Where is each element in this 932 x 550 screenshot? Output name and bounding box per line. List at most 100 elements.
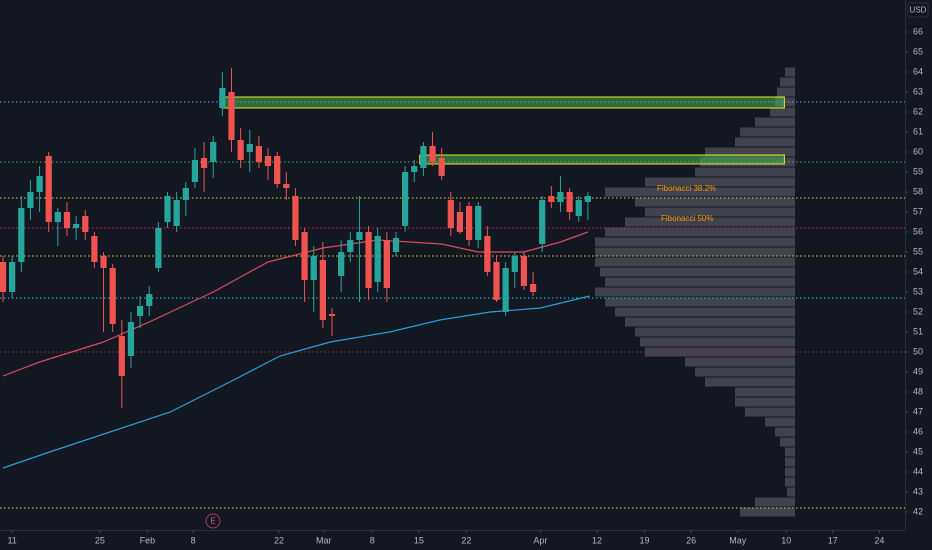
y-tick-label: 49 <box>913 366 923 376</box>
candle-body <box>36 176 43 192</box>
x-tick-label: Mar <box>316 535 332 545</box>
x-tick-label: 11 <box>7 535 16 545</box>
y-tick-label: 57 <box>913 206 923 216</box>
x-tick-label: May <box>729 535 747 545</box>
candle-body <box>465 206 473 240</box>
candle-body <box>18 208 25 262</box>
volume-profile-bar <box>695 367 795 377</box>
y-tick-label: 58 <box>913 186 923 196</box>
candle-body <box>118 336 125 376</box>
volume-profile-bar <box>605 277 795 287</box>
candle-body <box>557 192 564 202</box>
earnings-marker: E <box>210 517 215 526</box>
volume-profile-bar <box>625 317 795 327</box>
candle-body <box>246 144 253 152</box>
volume-profile-bar <box>645 207 795 217</box>
volume-profile-bar <box>780 437 795 447</box>
y-tick-label: 51 <box>913 326 923 336</box>
candle-body <box>237 140 244 160</box>
candle-body <box>274 156 281 184</box>
candle-body <box>264 156 272 166</box>
zone <box>419 154 785 165</box>
y-tick-label: 50 <box>913 346 923 356</box>
x-tick-label: 19 <box>640 535 650 545</box>
candle-body <box>0 262 7 292</box>
y-tick-label: 60 <box>913 146 923 156</box>
candle-body <box>392 238 400 252</box>
candle-body <box>292 196 299 240</box>
candle-body <box>255 146 263 162</box>
y-tick-label: 44 <box>913 466 923 476</box>
y-tick-label: 52 <box>913 306 923 316</box>
x-tick-label: 8 <box>370 535 375 545</box>
candle-body <box>420 146 427 168</box>
volume-profile-bar <box>595 287 795 297</box>
candle-body <box>155 228 162 268</box>
candle-body <box>91 236 98 262</box>
volume-profile-bar <box>600 267 795 277</box>
volume-profile-bar <box>635 197 795 207</box>
volume-profile-bar <box>780 77 795 87</box>
candle-body <box>200 158 208 168</box>
x-tick-label: Apr <box>533 535 547 545</box>
volume-profile-bar <box>755 497 795 507</box>
candle-body <box>493 262 500 300</box>
candle-body <box>164 196 171 222</box>
candle-body <box>511 256 518 272</box>
x-tick-label: 10 <box>781 535 791 545</box>
volume-profile-bar <box>705 377 795 387</box>
candle-body <box>456 212 464 232</box>
volume-profile-bar <box>705 147 795 157</box>
x-tick-label: Feb <box>140 535 156 545</box>
candle-body <box>45 156 52 222</box>
x-tick-label: 25 <box>95 535 105 545</box>
candle-body <box>319 260 326 320</box>
volume-profile-bar <box>785 477 795 487</box>
candle-body <box>73 224 80 228</box>
candle-body <box>127 322 135 356</box>
volume-profile-bar <box>785 67 795 77</box>
candle-body <box>191 160 199 182</box>
y-tick-label: 48 <box>913 386 923 396</box>
zone <box>221 96 785 109</box>
volume-profile-bar <box>635 327 795 337</box>
y-tick-label: 62 <box>913 106 923 116</box>
volume-profile-bar <box>755 117 795 127</box>
candle-body <box>283 184 290 188</box>
candle-body <box>566 192 573 212</box>
candle-body <box>228 92 235 140</box>
volume-profile-bar <box>605 297 795 307</box>
volume-profile-bar <box>765 417 795 427</box>
volume-profile-bar <box>685 357 795 367</box>
x-tick-label: 22 <box>274 535 284 545</box>
candle-body <box>219 88 226 108</box>
candle-body <box>9 262 16 292</box>
volume-profile-bar <box>645 177 795 187</box>
volume-profile-bar <box>615 307 795 317</box>
volume-profile-bar <box>745 407 795 417</box>
x-tick-label: 8 <box>191 535 196 545</box>
currency-box[interactable] <box>907 2 929 18</box>
x-tick-label: 12 <box>592 535 602 545</box>
volume-profile-bar <box>605 187 795 197</box>
candle-body <box>438 158 445 176</box>
candle-body <box>338 252 345 276</box>
volume-profile-bar <box>595 247 795 257</box>
x-tick-label: 17 <box>828 535 838 545</box>
y-tick-label: 66 <box>913 26 923 36</box>
candle-body <box>100 256 107 268</box>
candle-body <box>575 200 582 216</box>
volume-profile-bar <box>740 507 795 517</box>
candle-body <box>365 232 372 288</box>
y-tick-label: 43 <box>913 486 923 496</box>
y-tick-label: 59 <box>913 166 923 176</box>
volume-profile-bar <box>605 227 795 237</box>
candle-body <box>584 196 591 202</box>
candle-body <box>347 240 354 252</box>
volume-profile-bar <box>640 337 795 347</box>
y-tick-label: 47 <box>913 406 923 416</box>
y-tick-label: 45 <box>913 446 923 456</box>
